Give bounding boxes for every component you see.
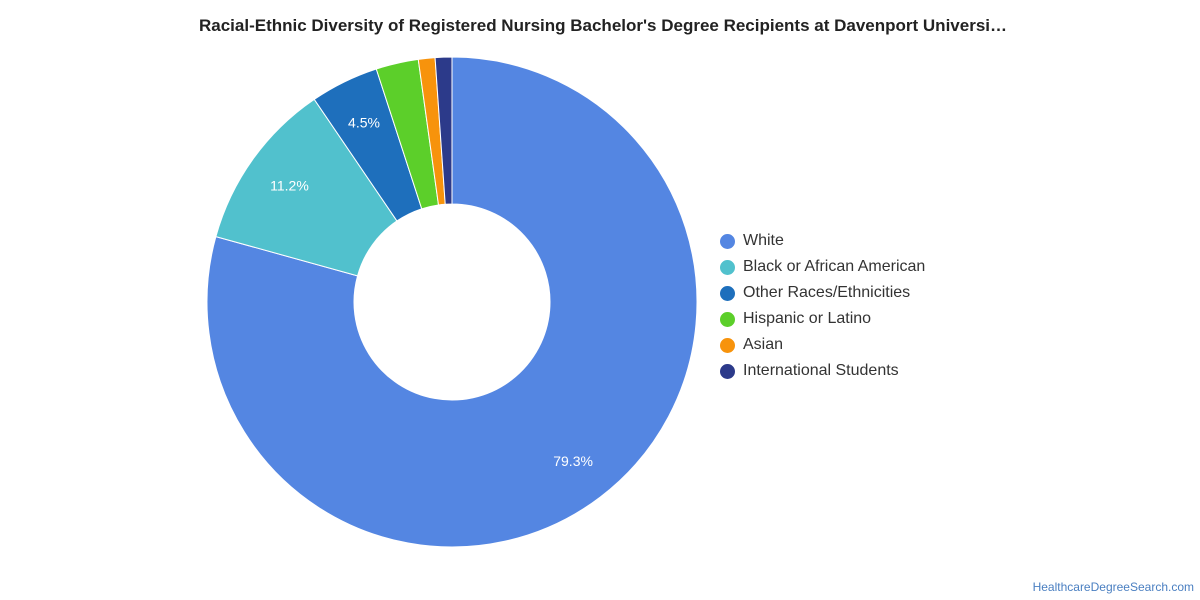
data-label: 11.2% <box>270 177 309 193</box>
legend-swatch-icon <box>720 311 735 327</box>
legend-label: Asian <box>743 336 784 353</box>
legend-label: Other Races/Ethnicities <box>743 284 911 301</box>
slice-black-or-african-american[interactable] <box>215 98 398 277</box>
legend-swatch-icon <box>720 337 735 353</box>
legend-label: International Students <box>743 362 899 379</box>
legend-item[interactable]: Black or African American <box>720 254 925 280</box>
chart-title: Racial-Ethnic Diversity of Registered Nu… <box>198 16 1007 35</box>
data-label: 4.5% <box>348 114 380 130</box>
legend-label: Hispanic or Latino <box>743 310 872 327</box>
legend-swatch-icon <box>720 233 735 249</box>
legend: White Black or African American Other Race… <box>720 228 925 384</box>
slice-white[interactable] <box>206 56 698 548</box>
legend-item[interactable]: Other Races/Ethnicities <box>720 280 925 306</box>
legend-swatch-icon <box>720 285 735 301</box>
legend-swatch-icon <box>720 363 735 379</box>
legend-item[interactable]: White <box>720 228 925 254</box>
data-label: 79.3% <box>553 453 593 469</box>
source-link[interactable]: HealthcareDegreeSearch.com <box>1032 580 1194 594</box>
slices-group <box>206 56 698 548</box>
legend-item[interactable]: Hispanic or Latino <box>720 306 925 332</box>
legend-item[interactable]: International Students <box>720 358 925 384</box>
legend-label: Black or African American <box>743 258 926 275</box>
slice-international-students[interactable] <box>434 56 453 205</box>
labels-group: 79.3% 11.2% 4.5% <box>270 114 593 469</box>
legend-swatch-icon <box>720 259 735 275</box>
legend-label: White <box>743 232 784 249</box>
legend-item[interactable]: Asian <box>720 332 925 358</box>
